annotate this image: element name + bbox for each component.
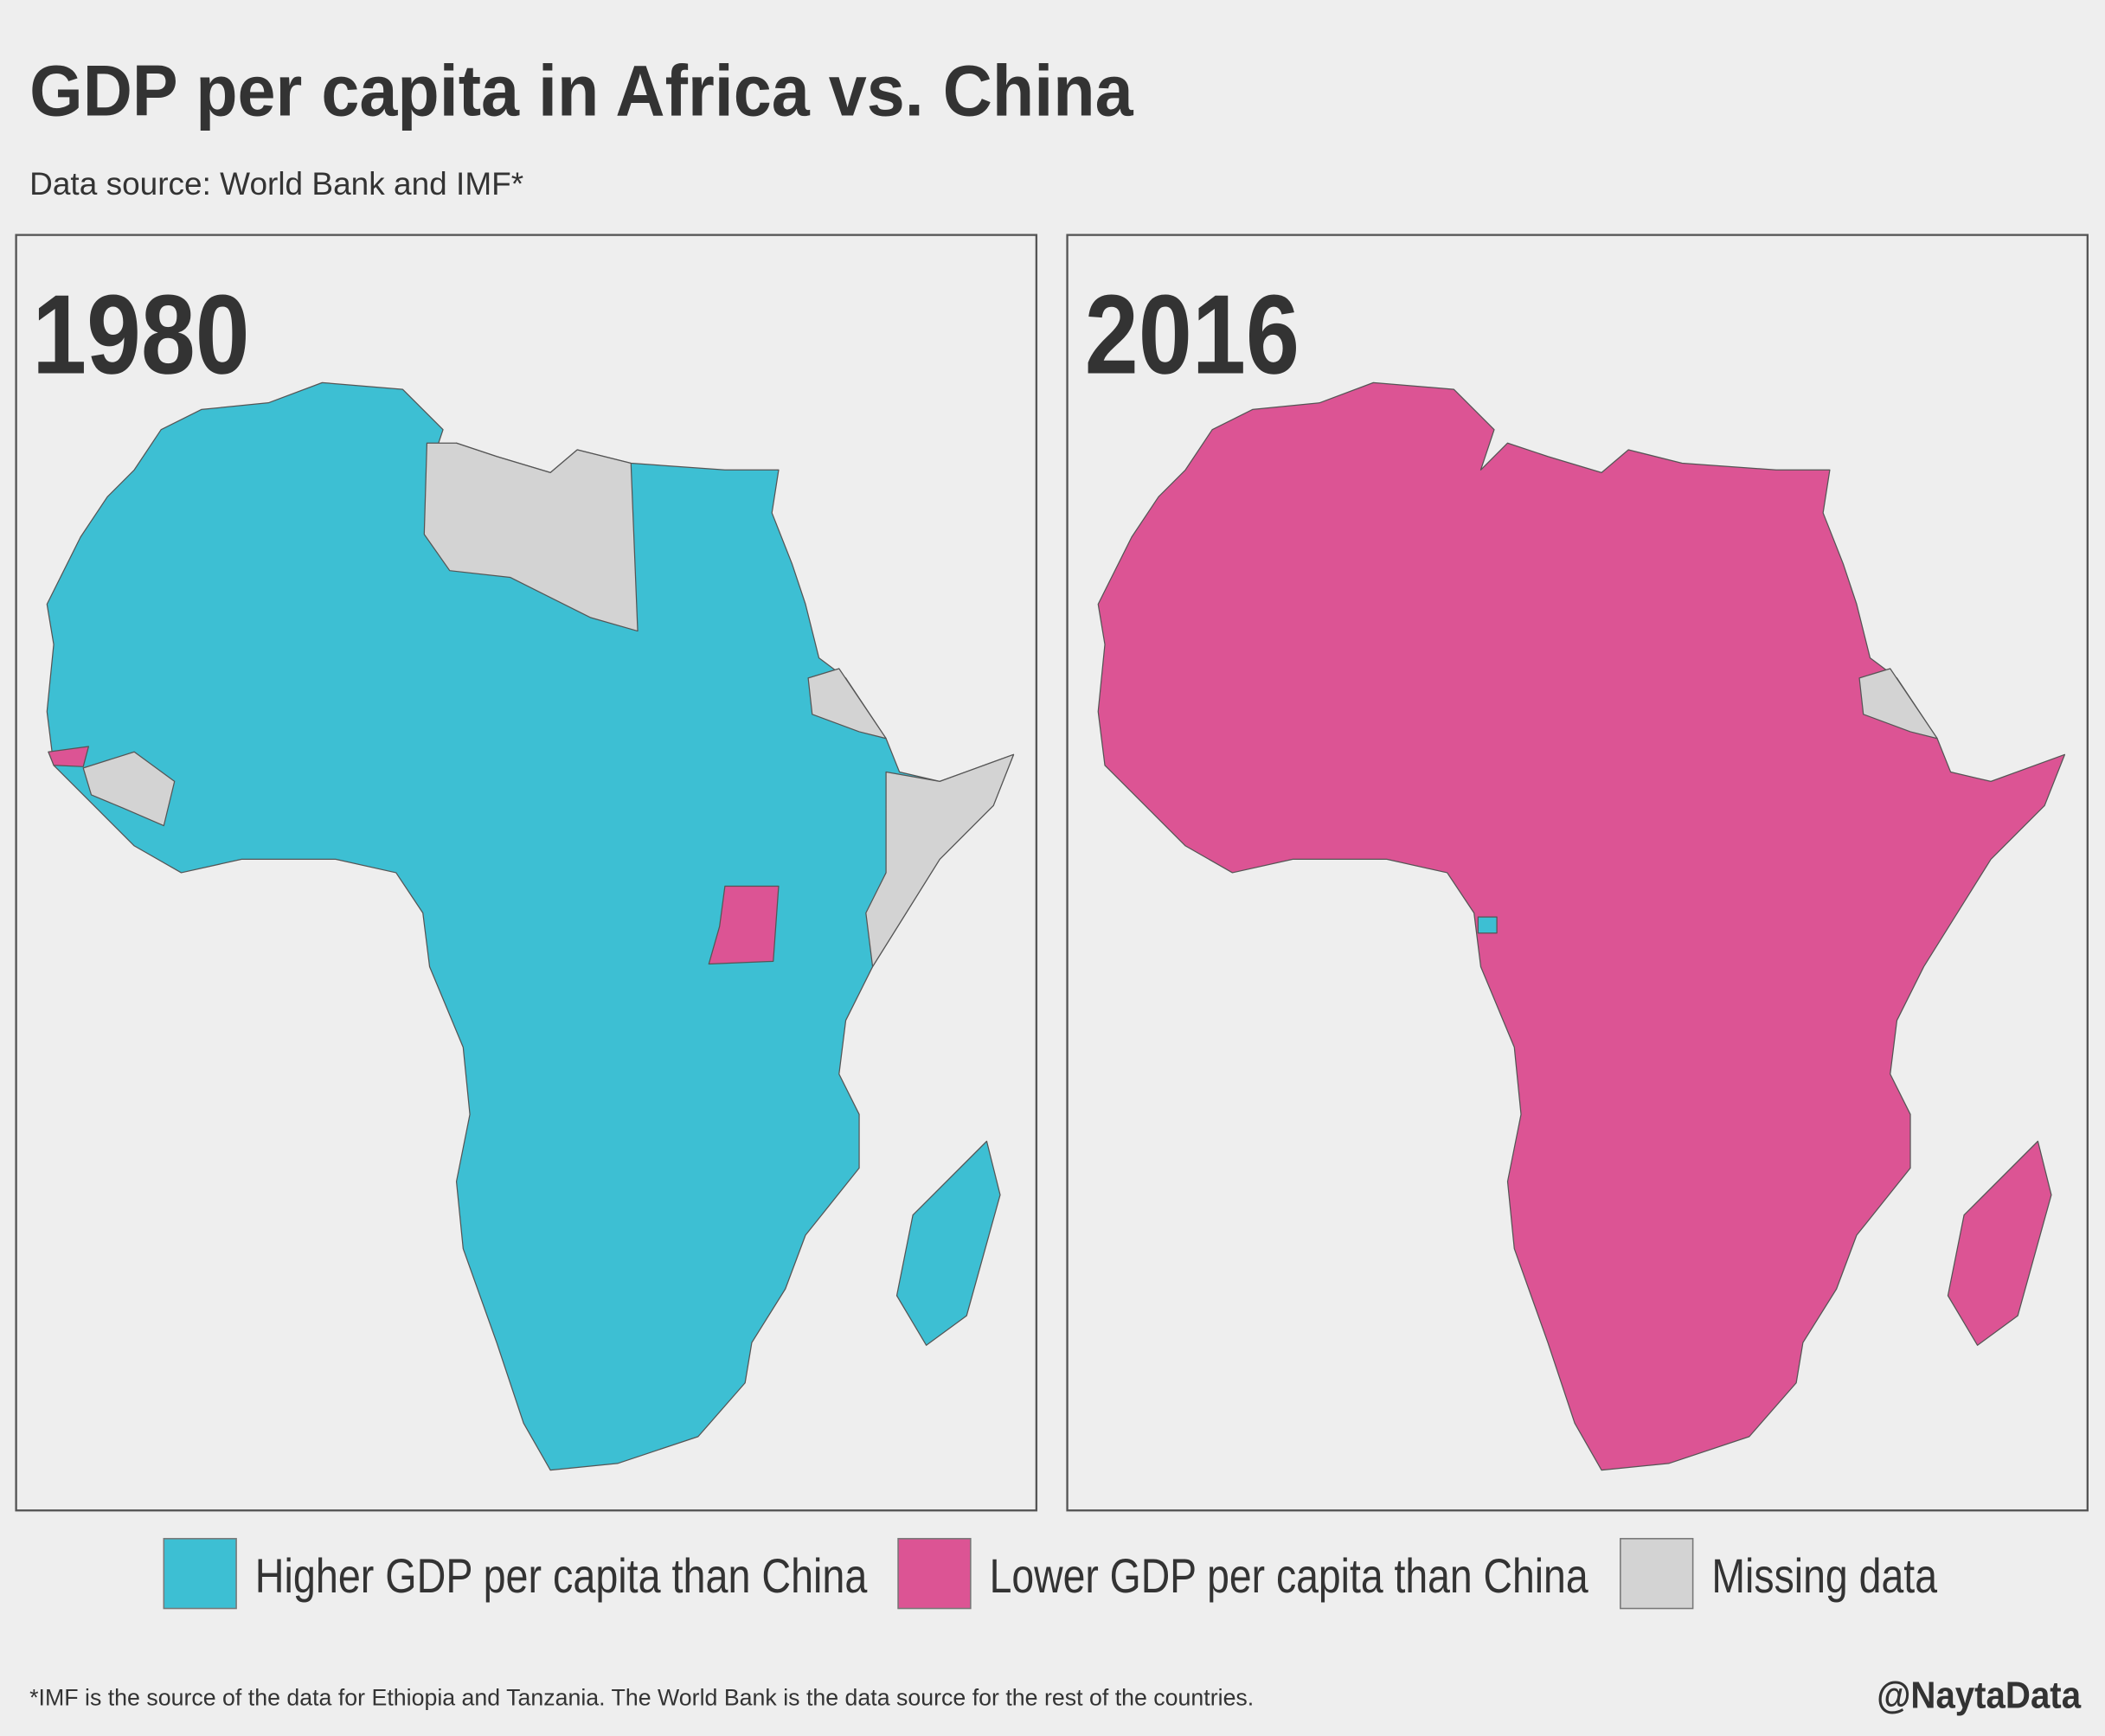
map-panel — [15, 234, 1038, 1512]
credit: @NaytaData — [1877, 1675, 2082, 1716]
panel-year: 1980 — [32, 271, 249, 397]
region — [48, 746, 90, 767]
footnote: *IMF is the source of the data for Ethio… — [29, 1684, 1254, 1710]
legend-label: Missing data — [1711, 1548, 1937, 1603]
legend-label: Lower GDP per capita than China — [990, 1548, 1589, 1603]
region — [1858, 668, 1938, 740]
region — [82, 751, 176, 827]
region — [1947, 1140, 2052, 1346]
region — [1097, 381, 2066, 1471]
title: GDP per capita in Africa vs. China — [29, 49, 1134, 131]
panel-year: 2016 — [1085, 271, 1300, 397]
region — [423, 442, 639, 632]
legend-swatch — [163, 1538, 237, 1610]
legend-swatch — [1620, 1538, 1694, 1610]
region — [708, 885, 780, 965]
legend-label: Higher GDP per capita than China — [255, 1548, 868, 1603]
map-panel — [1066, 234, 2089, 1512]
region — [865, 753, 1015, 968]
region — [807, 668, 887, 740]
region — [895, 1140, 1001, 1346]
region — [1477, 916, 1498, 934]
subtitle: Data source: World Bank and IMF* — [29, 165, 523, 202]
legend-swatch — [897, 1538, 972, 1610]
